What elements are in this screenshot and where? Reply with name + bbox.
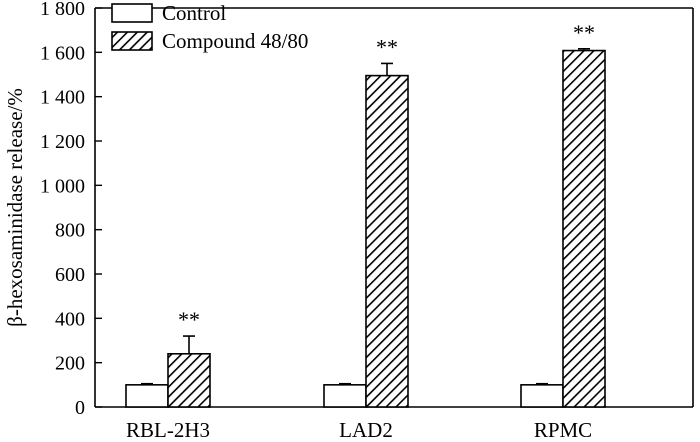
significance-label: ** — [376, 34, 398, 59]
y-tick-label: 800 — [55, 220, 85, 242]
bar-control-rbl-2h3 — [125, 384, 169, 408]
y-tick-label: 1 600 — [40, 42, 85, 64]
legend-swatch-compound — [111, 31, 153, 51]
axes-layer: 0 200 400 600 800 1 000 1 200 1 400 1 600 1 800 β-… — [3, 0, 694, 442]
legend-label: Control — [162, 1, 226, 25]
significance-label: ** — [573, 20, 595, 45]
y-tick-label: 1 800 — [40, 0, 85, 20]
y-tick-label: 1 400 — [40, 87, 85, 109]
legend: Control Compound 48/80 — [111, 1, 308, 53]
bars-layer: ** ** ** — [125, 20, 606, 408]
y-tick-label: 400 — [55, 308, 85, 330]
bar-control-lad2 — [323, 384, 367, 408]
bar-control-rpmc — [520, 384, 564, 408]
bar-compound-rpmc — [562, 49, 606, 408]
legend-swatch-control — [111, 3, 153, 23]
y-tick-label: 1 000 — [40, 175, 85, 197]
x-tick-label: LAD2 — [339, 418, 393, 442]
bar-compound-lad2 — [365, 74, 409, 408]
y-tick-label: 1 200 — [40, 131, 85, 153]
y-tick-label: 600 — [55, 264, 85, 286]
y-axis-label: β-hexosaminidase release/% — [3, 88, 27, 327]
significance-label: ** — [178, 307, 200, 332]
x-tick-label: RBL-2H3 — [126, 418, 210, 442]
y-tick-label: 0 — [75, 397, 85, 419]
bar-compound-rbl-2h3 — [167, 352, 211, 408]
legend-label: Compound 48/80 — [162, 29, 308, 53]
y-tick-label: 200 — [55, 353, 85, 375]
x-tick-label: RPMC — [534, 418, 592, 442]
